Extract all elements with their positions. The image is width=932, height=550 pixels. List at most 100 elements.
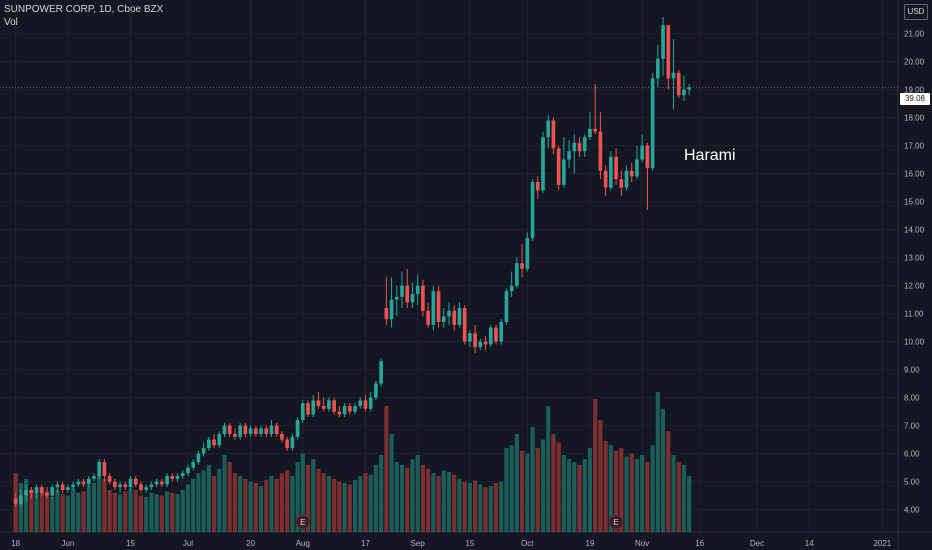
volume-bar: [556, 442, 561, 532]
candle-body: [19, 495, 23, 504]
volume-bar: [50, 497, 55, 532]
candle-body: [462, 308, 467, 342]
volume-bar: [457, 478, 462, 532]
candle-body: [217, 434, 222, 446]
volume-bar: [446, 471, 452, 532]
volume-bar: [332, 478, 337, 532]
candle-body: [238, 425, 242, 437]
volume-bar: [290, 476, 295, 532]
candle-body: [687, 87, 691, 90]
candle-body: [154, 481, 159, 485]
volume-bar: [655, 392, 660, 532]
candle-body: [671, 72, 676, 79]
earnings-marker-label: E: [300, 518, 305, 527]
candle-body: [107, 476, 112, 482]
volume-bar: [274, 478, 279, 532]
volume-bar: [676, 462, 681, 532]
volume-bar: [337, 481, 342, 532]
candle-body: [316, 400, 321, 406]
candle-body: [598, 131, 603, 171]
y-tick-label: 12.00: [904, 282, 925, 291]
candle-body: [614, 156, 618, 180]
volume-bar: [232, 473, 238, 532]
candle-body: [384, 308, 389, 320]
candle-body: [447, 310, 451, 317]
x-tick-label: Jun: [61, 539, 74, 548]
volume-bar: [112, 492, 117, 532]
volume-bar: [117, 494, 123, 532]
candle-body: [551, 120, 556, 149]
x-tick-label: Nov: [635, 539, 649, 548]
volume-bar: [561, 455, 566, 532]
volume-bar: [321, 473, 326, 532]
volume-bar: [300, 453, 305, 532]
volume-bar: [60, 494, 65, 532]
volume-bar: [144, 497, 149, 532]
volume-bar: [399, 464, 405, 532]
volume-bar: [410, 459, 415, 532]
y-tick-label: 16.00: [904, 170, 925, 179]
candle-body: [133, 478, 138, 485]
volume-bar: [154, 494, 159, 532]
volume-bar: [467, 483, 472, 532]
candle-body: [50, 487, 55, 496]
candle-body: [180, 473, 185, 476]
volume-bar: [666, 431, 671, 532]
y-tick-label: 4.00: [904, 506, 920, 515]
symbol-title: SUNPOWER CORP, 1D, Cboe BZX: [4, 4, 164, 15]
volume-bar: [420, 464, 425, 532]
volume-bar: [71, 488, 76, 532]
volume-bar: [279, 473, 285, 532]
candle-body: [535, 182, 540, 191]
candle-body: [175, 476, 180, 479]
volume-bar: [170, 492, 175, 532]
volume-bar: [269, 476, 274, 532]
volume-bar: [671, 455, 676, 532]
volume-bar: [217, 469, 222, 532]
candle-body: [139, 484, 143, 490]
volume-bar: [211, 476, 217, 532]
candle-body: [306, 403, 310, 415]
volume-bar: [645, 462, 650, 532]
volume-bar: [180, 490, 185, 532]
volume-bar: [473, 480, 478, 532]
volume-bar: [326, 476, 332, 532]
y-tick-label: 18.00: [904, 114, 925, 123]
volume-bar: [426, 469, 431, 532]
volume-bar: [415, 455, 420, 532]
candle-body: [295, 420, 300, 437]
volume-bar: [629, 453, 634, 532]
volume-bar: [436, 476, 441, 532]
volume-bar: [316, 469, 321, 532]
candle-body: [347, 406, 352, 412]
volume-bar: [687, 476, 692, 532]
candle-body: [650, 78, 655, 168]
candle-body: [483, 341, 488, 345]
candle-body: [556, 148, 561, 185]
candle-body: [60, 484, 65, 490]
candle-body: [682, 89, 686, 96]
volume-bar: [191, 478, 196, 532]
candle-body: [661, 25, 665, 59]
candle-body: [421, 285, 425, 311]
candle-body: [149, 484, 154, 488]
candle-body: [274, 425, 279, 434]
candle-body: [92, 476, 96, 479]
volume-bar: [540, 439, 546, 532]
candle-body: [546, 120, 551, 138]
volume-bar: [509, 445, 514, 532]
volume-bar: [603, 441, 608, 532]
volume-bar: [368, 474, 373, 532]
candle-body: [76, 481, 81, 485]
x-tick-label: 20: [246, 539, 255, 548]
volume-bar: [243, 478, 248, 532]
candle-body: [363, 400, 368, 409]
volume-bar: [238, 476, 243, 532]
candle-body: [186, 467, 190, 474]
currency-button[interactable]: USD: [904, 4, 928, 20]
volume-bar: [102, 478, 107, 532]
candle-body: [488, 327, 493, 345]
volume-bar: [577, 464, 582, 532]
volume-bar: [201, 470, 206, 532]
candle-body: [353, 406, 357, 412]
